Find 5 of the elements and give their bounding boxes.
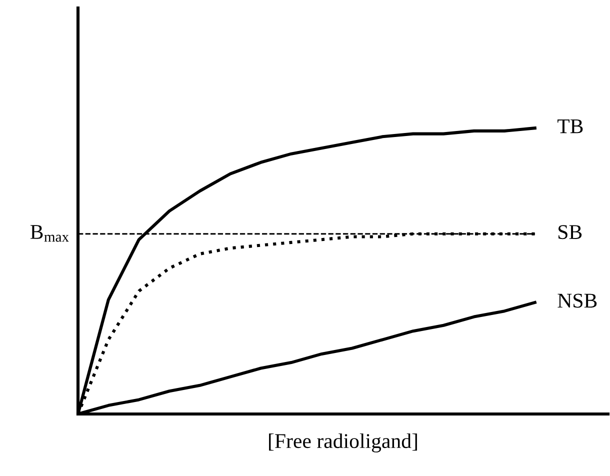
series-label: NSB	[558, 294, 597, 308]
ref-line-label: B$_{max}$	[30, 225, 69, 242]
series-label: SB	[558, 225, 582, 240]
series-label: TB	[557, 119, 583, 134]
x-axis-title: [Free radioligand]	[269, 433, 417, 452]
